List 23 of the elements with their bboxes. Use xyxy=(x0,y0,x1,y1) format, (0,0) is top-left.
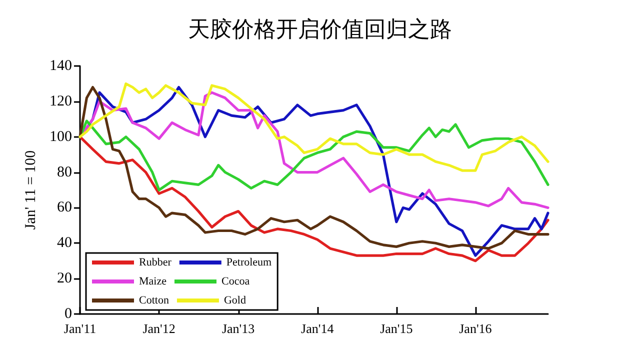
y-tick-label: 140 xyxy=(50,58,72,74)
legend-label: Rubber xyxy=(139,256,172,268)
y-tick-label: 100 xyxy=(50,128,72,145)
legend-label: Petroleum xyxy=(226,256,272,268)
y-axis-title: Jan' 11 = 100 xyxy=(23,150,40,230)
x-tick-label: Jan'13 xyxy=(222,321,255,336)
legend-label: Cocoa xyxy=(221,276,250,288)
x-tick-label: Jan'12 xyxy=(142,321,176,336)
y-tick-label: 40 xyxy=(57,235,72,252)
y-tick-label: 120 xyxy=(50,93,72,110)
legend-label: Gold xyxy=(224,294,246,306)
x-tick-label: Jan'11 xyxy=(64,321,96,336)
y-tick-label: 20 xyxy=(57,270,72,287)
x-tick-label: Jan'15 xyxy=(380,321,413,336)
legend-label: Cotton xyxy=(139,294,170,306)
chart-title: 天胶价格开启价值回归之路 xyxy=(188,18,452,42)
y-tick-label: 60 xyxy=(57,200,72,216)
x-tick-label: Jan'14 xyxy=(301,321,334,336)
line-series xyxy=(78,82,550,172)
y-tick-label: 0 xyxy=(64,306,72,322)
x-tick-label: Jan'16 xyxy=(459,321,492,336)
y-tick-label: 80 xyxy=(57,164,72,180)
legend-label: Maize xyxy=(139,276,167,288)
